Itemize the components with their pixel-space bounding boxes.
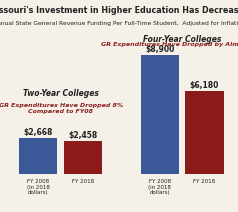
Text: Missouri's Investment in Higher Education Has Decreased: Missouri's Investment in Higher Educatio… xyxy=(0,6,238,15)
Text: $6,180: $6,180 xyxy=(190,81,219,91)
Text: GR Expenditures Have Dropped by Almost 1/3: GR Expenditures Have Dropped by Almost 1… xyxy=(101,42,238,47)
Bar xyxy=(19,138,57,174)
Text: GR Expenditures Have Dropped 8%
Compared to FY08: GR Expenditures Have Dropped 8% Compared… xyxy=(0,103,123,114)
Bar xyxy=(185,92,224,174)
Text: Annual State General Revenue Funding Per Full-Time Student,  Adjusted for Inflat: Annual State General Revenue Funding Per… xyxy=(0,21,238,26)
Text: $8,900: $8,900 xyxy=(145,45,174,54)
Text: $2,458: $2,458 xyxy=(68,131,98,140)
Text: Four-Year Colleges: Four-Year Colleges xyxy=(143,35,221,44)
Text: Two-Year Colleges: Two-Year Colleges xyxy=(23,89,99,98)
Text: $2,668: $2,668 xyxy=(24,128,53,137)
Bar xyxy=(64,141,102,174)
Bar xyxy=(141,55,179,174)
